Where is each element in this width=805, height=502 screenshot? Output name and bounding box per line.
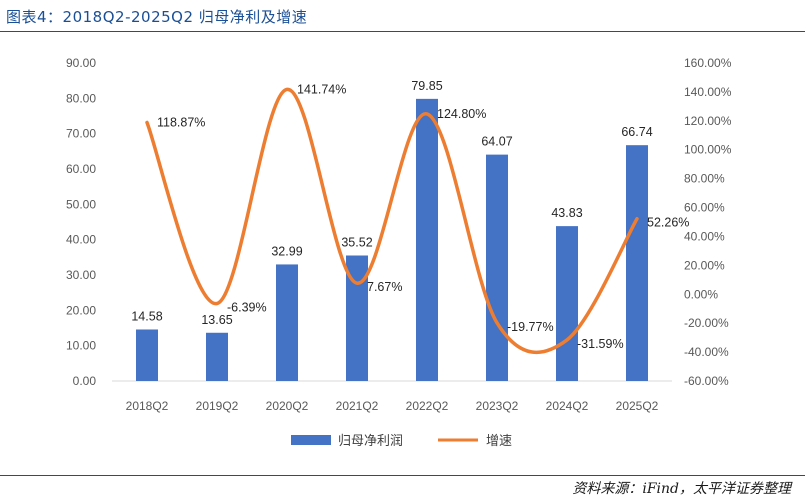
line-value-label: -6.39% xyxy=(227,301,267,315)
x-axis-tick-label: 2022Q2 xyxy=(406,399,449,413)
right-axis-tick-label: 160.00% xyxy=(684,56,732,70)
x-axis-tick-label: 2021Q2 xyxy=(336,399,379,413)
footer-divider xyxy=(0,475,805,476)
right-axis-tick-label: 100.00% xyxy=(684,143,732,157)
title-divider xyxy=(0,31,805,32)
bar xyxy=(626,145,648,381)
bar-value-label: 35.52 xyxy=(341,235,372,249)
left-axis-tick-label: 90.00 xyxy=(66,56,96,70)
bar xyxy=(136,329,158,381)
left-axis-tick-label: 40.00 xyxy=(66,233,96,247)
right-axis-tick-label: -60.00% xyxy=(684,374,729,388)
left-axis-tick-label: 80.00 xyxy=(66,91,96,105)
bar xyxy=(556,226,578,381)
right-axis-tick-label: 120.00% xyxy=(684,114,732,128)
left-axis: 0.00 10.00 20.00 30.00 40.00 50.00 60.00 70.00 8… xyxy=(66,56,96,388)
right-axis-tick-label: 80.00% xyxy=(684,172,725,186)
left-axis-tick-label: 50.00 xyxy=(66,197,96,211)
bar xyxy=(346,255,368,381)
right-axis-tick-label: 140.00% xyxy=(684,85,732,99)
right-axis: -60.00% -40.00% -20.00% 0.00% 20.00% 40.00% 60… xyxy=(684,56,732,388)
left-axis-tick-label: 30.00 xyxy=(66,268,96,282)
x-axis-tick-label: 2020Q2 xyxy=(266,399,309,413)
line-value-label: 7.67% xyxy=(367,280,402,294)
legend-bar-swatch xyxy=(291,435,331,445)
line-value-label: 141.74% xyxy=(297,82,346,96)
line-data-labels: 118.87% -6.39% 141.74% 7.67% 124.80% -19.77% -… xyxy=(157,82,689,351)
bar-value-label: 79.85 xyxy=(411,79,442,93)
left-axis-tick-label: 20.00 xyxy=(66,303,96,317)
bar-value-label: 64.07 xyxy=(481,135,512,149)
bar-value-label: 14.58 xyxy=(131,309,162,323)
bar-value-label: 13.65 xyxy=(201,313,232,327)
bar-value-label: 66.74 xyxy=(621,125,652,139)
left-axis-tick-label: 10.00 xyxy=(66,339,96,353)
bar-data-labels: 14.58 13.65 32.99 35.52 79.85 64.07 43.83 66.74 xyxy=(131,79,652,327)
right-axis-tick-label: 0.00% xyxy=(684,287,718,301)
legend-line-label: 增速 xyxy=(486,434,512,449)
x-axis-tick-label: 2018Q2 xyxy=(126,399,169,413)
x-axis-tick-label: 2019Q2 xyxy=(196,399,239,413)
right-axis-tick-label: -20.00% xyxy=(684,316,729,330)
right-axis-tick-label: -40.00% xyxy=(684,345,729,359)
x-axis: 2018Q2 2019Q2 2020Q2 2021Q2 2022Q2 2023Q2 2024… xyxy=(112,380,672,413)
growth-line xyxy=(145,87,639,355)
bar-series xyxy=(136,98,648,381)
line-value-label: 52.26% xyxy=(647,216,689,230)
right-axis-tick-label: 40.00% xyxy=(684,229,725,243)
legend: 归母净利润 增速 xyxy=(291,434,512,449)
bar xyxy=(486,154,508,381)
bar-value-label: 32.99 xyxy=(271,244,302,258)
bar xyxy=(416,98,438,381)
line-value-label: 118.87% xyxy=(157,115,205,129)
bar xyxy=(276,264,298,381)
left-axis-tick-label: 60.00 xyxy=(66,162,96,176)
left-axis-tick-label: 70.00 xyxy=(66,127,96,141)
right-axis-tick-label: 60.00% xyxy=(684,201,725,215)
source-note: 资料来源：iFind，太平洋证券整理 xyxy=(572,481,791,497)
x-axis-tick-label: 2023Q2 xyxy=(476,399,519,413)
chart-canvas: 0.00 10.00 20.00 30.00 40.00 50.00 60.00 70.00 8… xyxy=(66,56,732,449)
figure-title: 图表4：2018Q2-2025Q2 归母净利及增速 xyxy=(6,8,308,26)
line-value-label: -31.59% xyxy=(577,337,624,351)
left-axis-tick-label: 0.00 xyxy=(73,374,97,388)
x-axis-tick-label: 2024Q2 xyxy=(546,399,589,413)
right-axis-tick-label: 20.00% xyxy=(684,258,725,272)
bar xyxy=(206,332,228,381)
x-axis-tick-label: 2025Q2 xyxy=(616,399,659,413)
line-value-label: -19.77% xyxy=(507,320,554,334)
legend-bar-label: 归母净利润 xyxy=(338,434,403,449)
line-series xyxy=(145,87,639,355)
bar-value-label: 43.83 xyxy=(551,206,582,220)
line-value-label: 124.80% xyxy=(437,107,486,121)
